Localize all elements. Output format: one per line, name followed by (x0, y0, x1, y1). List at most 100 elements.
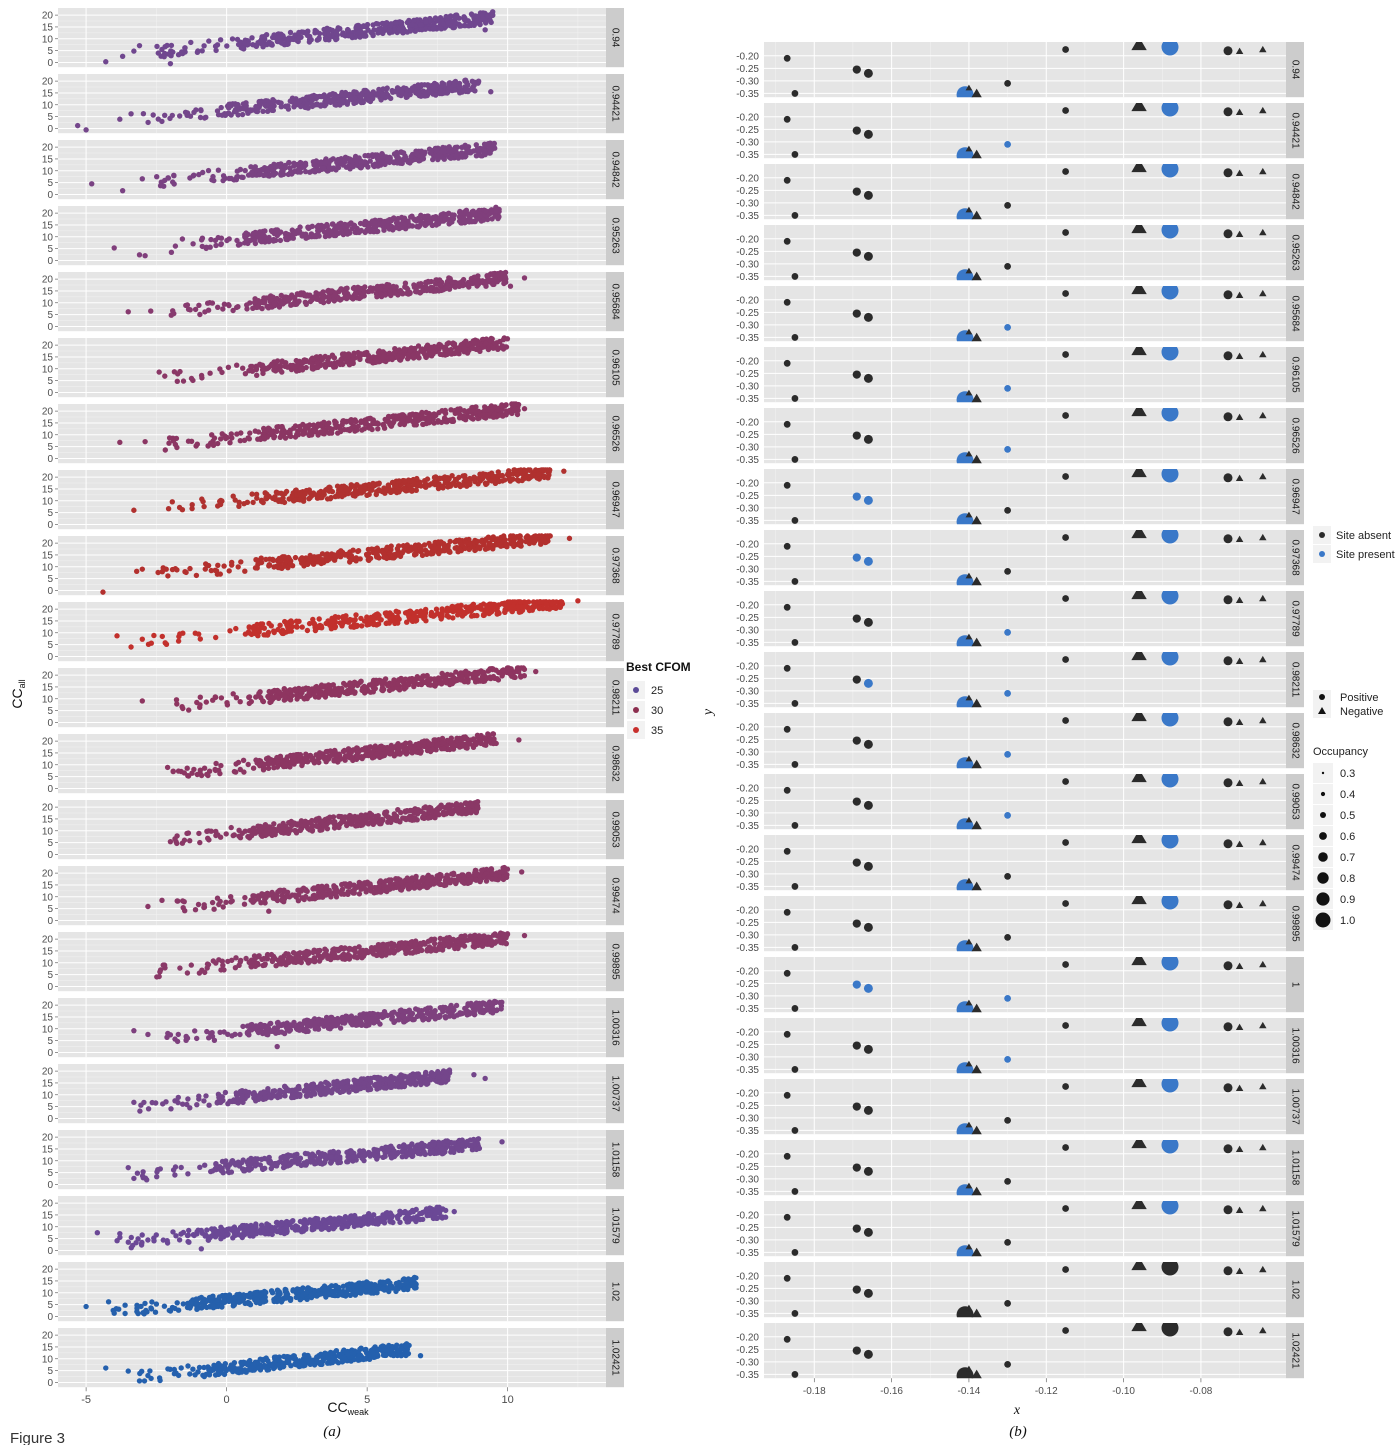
points (74, 77, 494, 133)
data-point (483, 142, 490, 148)
data-point (244, 499, 251, 505)
data-point (331, 557, 338, 563)
data-point (337, 297, 343, 303)
data-point (412, 677, 418, 684)
data-point (193, 107, 199, 113)
data-point (239, 45, 246, 51)
outlier-point (482, 27, 488, 33)
data-point (248, 164, 254, 170)
data-point (477, 602, 484, 609)
data-point (286, 296, 293, 302)
data-point (434, 147, 440, 154)
data-point (186, 707, 192, 713)
data-point (195, 48, 201, 54)
data-point (352, 487, 359, 493)
data-point (191, 172, 197, 178)
data-point (411, 17, 417, 23)
data-point (358, 158, 364, 164)
data-point (323, 553, 329, 559)
data-point (413, 148, 419, 154)
data-point (388, 489, 394, 495)
data-point (456, 218, 463, 224)
data-point (268, 41, 274, 48)
data-point (450, 608, 456, 615)
data-point (357, 220, 364, 227)
data-point (483, 340, 489, 346)
data-point (313, 232, 319, 239)
y-tick-label: 20 (42, 11, 54, 22)
data-point (471, 474, 477, 480)
data-point (490, 666, 496, 672)
data-point (393, 19, 399, 25)
data-point (469, 209, 476, 215)
data-point (462, 78, 468, 84)
data-point (303, 231, 309, 237)
data-point (428, 551, 434, 557)
data-point (511, 543, 517, 550)
data-point (455, 612, 461, 618)
data-point (397, 287, 404, 294)
data-point (225, 364, 232, 370)
data-point (341, 418, 347, 424)
data-point (458, 23, 464, 29)
data-point (475, 545, 482, 551)
data-point (374, 294, 380, 300)
data-point (365, 164, 371, 170)
data-point (393, 158, 399, 165)
data-point (470, 675, 476, 681)
data-point (353, 556, 359, 563)
data-point (367, 358, 373, 364)
data-point (364, 687, 371, 693)
data-point (331, 95, 337, 102)
data-point (226, 302, 232, 309)
data-point (515, 604, 522, 610)
outlier-point (136, 252, 143, 258)
data-point (483, 208, 489, 214)
data-point (304, 627, 311, 634)
data-point (201, 43, 207, 49)
data-point (542, 539, 548, 546)
data-point (374, 554, 380, 560)
data-point (154, 43, 160, 50)
data-point (306, 39, 313, 45)
data-point (250, 305, 256, 311)
data-point (268, 699, 274, 705)
data-point (215, 503, 221, 509)
data-point (168, 53, 174, 59)
data-point (218, 235, 225, 241)
data-point (455, 603, 461, 609)
data-point (376, 480, 382, 486)
data-point (157, 183, 164, 189)
data-point (362, 284, 368, 290)
data-point (348, 33, 354, 39)
data-point (434, 17, 440, 23)
data-point (487, 541, 494, 547)
data-point (270, 238, 277, 244)
data-point (501, 280, 507, 287)
data-point (288, 618, 294, 624)
y-tick-label: 0 (47, 58, 53, 69)
data-point (492, 404, 498, 410)
data-point (283, 103, 289, 110)
data-point (316, 168, 322, 174)
data-point (265, 693, 271, 700)
data-point (315, 222, 322, 229)
data-point (482, 546, 489, 552)
data-point (220, 173, 227, 179)
data-point (353, 290, 359, 297)
data-point (372, 685, 378, 692)
data-point (373, 153, 380, 160)
data-point (440, 674, 446, 680)
data-point (426, 279, 432, 285)
data-point (307, 494, 313, 501)
facet-label: 0.96105 (609, 350, 620, 387)
data-point (480, 669, 487, 676)
data-point (398, 419, 405, 425)
data-point (253, 491, 260, 497)
data-point (270, 557, 276, 564)
data-point (353, 612, 359, 618)
data-point (333, 419, 339, 426)
data-point (463, 477, 469, 483)
data-point (145, 119, 151, 126)
